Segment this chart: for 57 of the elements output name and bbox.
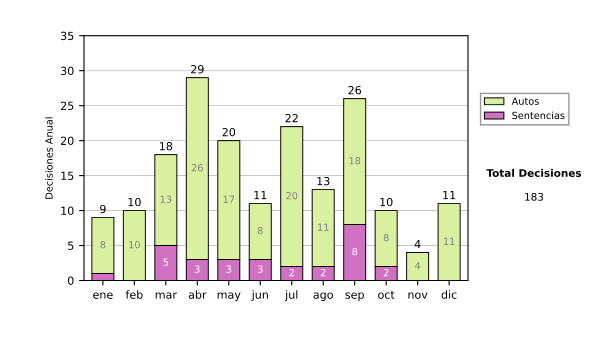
data-label: 26 (192, 164, 203, 172)
y-tick-label: 15 (61, 172, 74, 180)
data-label: 10 (129, 240, 140, 248)
data-label: 17 (224, 196, 234, 203)
y-tick-label: 35 (60, 32, 74, 40)
data-label: 2 (289, 268, 294, 276)
total-label: 26 (348, 86, 362, 94)
legend-label: Autos (512, 98, 539, 105)
x-tick-label: ago (314, 292, 333, 301)
y-tick-label: 10 (61, 206, 74, 215)
data-label: 8 (100, 240, 106, 248)
text: Total Decisiones (486, 168, 582, 177)
x-tick-label: sep (345, 292, 364, 301)
data-label: 8 (258, 227, 263, 234)
data-label: 18 (350, 157, 360, 164)
data-label: 11 (444, 238, 454, 245)
total-label: 9 (100, 204, 106, 214)
x-tick-label: oct (378, 290, 395, 299)
y-tick-label: 25 (60, 102, 74, 110)
total-label: 18 (160, 142, 172, 150)
y-tick-label: 5 (68, 242, 74, 250)
x-tick-label: feb (126, 290, 143, 299)
data-label: 3 (194, 265, 200, 273)
x-tick-label: nov (408, 292, 428, 299)
y-axis-title: Decisiones Anual (45, 117, 53, 199)
data-label: 8 (352, 248, 358, 256)
total-label: 20 (222, 128, 236, 136)
data-label: 4 (415, 262, 420, 270)
x-tick-label: jun (251, 290, 268, 301)
total-label: 11 (443, 191, 456, 200)
data-label: 2 (384, 268, 388, 276)
x-tick-label: mar (156, 292, 177, 299)
total-label: 29 (191, 65, 204, 74)
y-tick-label: 0 (68, 276, 74, 285)
total-label: 10 (380, 198, 392, 206)
total-label: 4 (414, 240, 421, 248)
y-tick-label: 20 (60, 136, 74, 145)
total-label: 10 (128, 198, 141, 206)
data-label: 5 (163, 258, 168, 266)
x-tick-label: ene (93, 292, 113, 299)
total-label: 13 (317, 176, 330, 186)
data-label: 8 (384, 234, 389, 242)
total-label: 22 (285, 114, 298, 122)
x-tick-label: abr (188, 290, 207, 299)
data-label: 3 (226, 265, 232, 273)
total-label: 11 (254, 191, 266, 200)
data-label: 13 (160, 196, 172, 203)
data-label: 3 (258, 265, 263, 273)
x-tick-label: dic (442, 290, 457, 299)
data-label: 2 (320, 268, 326, 276)
y-tick-label: 30 (60, 66, 74, 76)
x-tick-label: jul (284, 290, 298, 301)
x-tick-label: may (218, 292, 241, 301)
legend-label: Sentencias (512, 112, 565, 120)
data-label: 20 (286, 192, 298, 200)
data-label: 11 (318, 224, 328, 231)
text: 183 (525, 192, 544, 201)
